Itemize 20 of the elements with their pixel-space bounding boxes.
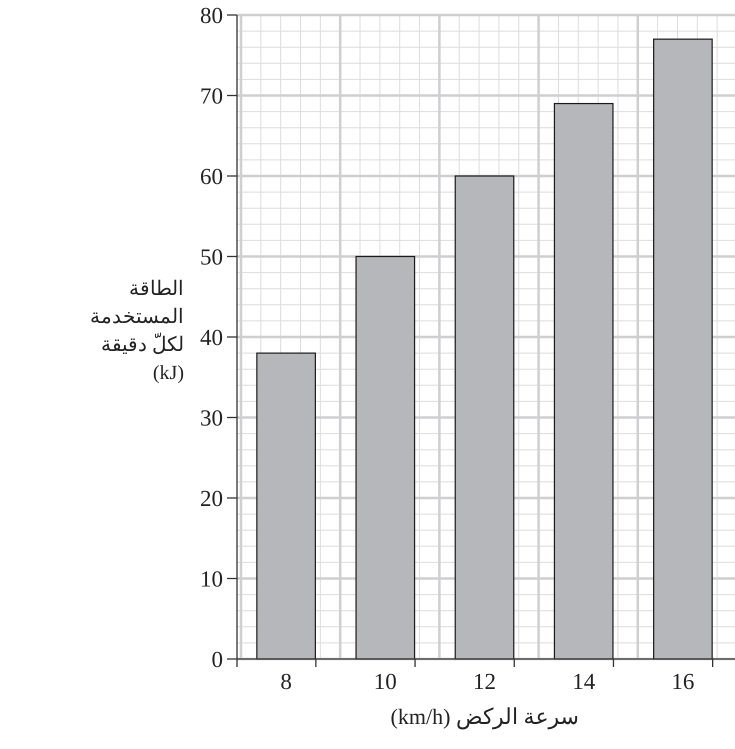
y-tick-label: 60 xyxy=(200,164,223,190)
y-tick-label: 10 xyxy=(200,566,223,592)
y-tick-label: 70 xyxy=(200,84,223,109)
x-tick-label: 10 xyxy=(374,669,397,694)
y-tick-label: 30 xyxy=(200,406,223,431)
y-tick-label: 0 xyxy=(212,647,223,672)
y-tick-label: 40 xyxy=(200,325,223,350)
x-tick-label: 12 xyxy=(473,669,496,694)
y-tick-label: 50 xyxy=(200,244,223,270)
bar xyxy=(454,175,514,660)
x-tick-label: 8 xyxy=(280,669,292,694)
x-axis-title: سرعة الركض (km/h) xyxy=(390,704,578,730)
bar xyxy=(554,102,614,660)
x-tick-label: 14 xyxy=(572,669,596,694)
bar xyxy=(256,352,316,660)
bar xyxy=(653,38,713,660)
x-tick-label: 16 xyxy=(671,669,694,694)
y-tick-label: 20 xyxy=(200,486,223,512)
y-tick-label: 80 xyxy=(200,3,223,28)
bar xyxy=(355,256,416,660)
